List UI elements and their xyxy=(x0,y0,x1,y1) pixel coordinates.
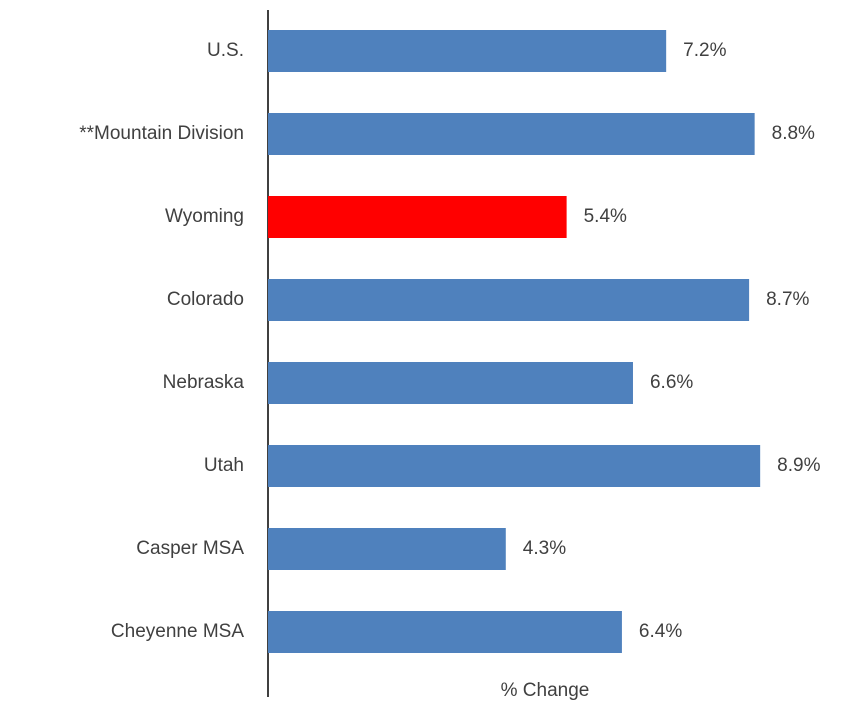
bar xyxy=(268,30,667,72)
bar xyxy=(268,279,750,321)
value-label: 7.2% xyxy=(683,40,726,61)
bar xyxy=(268,445,761,487)
y-tick-label: Casper MSA xyxy=(136,538,244,559)
value-label: 8.8% xyxy=(772,123,815,144)
y-tick-label: Utah xyxy=(204,455,244,476)
bar xyxy=(268,362,633,404)
bar xyxy=(268,611,622,653)
y-tick-label: Wyoming xyxy=(165,206,244,227)
y-tick-label: U.S. xyxy=(207,40,244,61)
value-label: 8.7% xyxy=(766,289,809,310)
bar xyxy=(268,528,506,570)
bar xyxy=(268,113,755,155)
y-tick-label: Nebraska xyxy=(163,372,245,393)
value-label: 8.9% xyxy=(777,455,820,476)
y-tick-label: Cheyenne MSA xyxy=(111,621,244,642)
value-label: 6.4% xyxy=(639,621,682,642)
value-label: 5.4% xyxy=(584,206,627,227)
y-tick-label: Colorado xyxy=(167,289,244,310)
value-label: 6.6% xyxy=(650,372,693,393)
bar xyxy=(268,196,567,238)
x-axis-label: % Change xyxy=(501,680,590,701)
value-label: 4.3% xyxy=(523,538,566,559)
y-tick-label: **Mountain Division xyxy=(79,123,244,144)
